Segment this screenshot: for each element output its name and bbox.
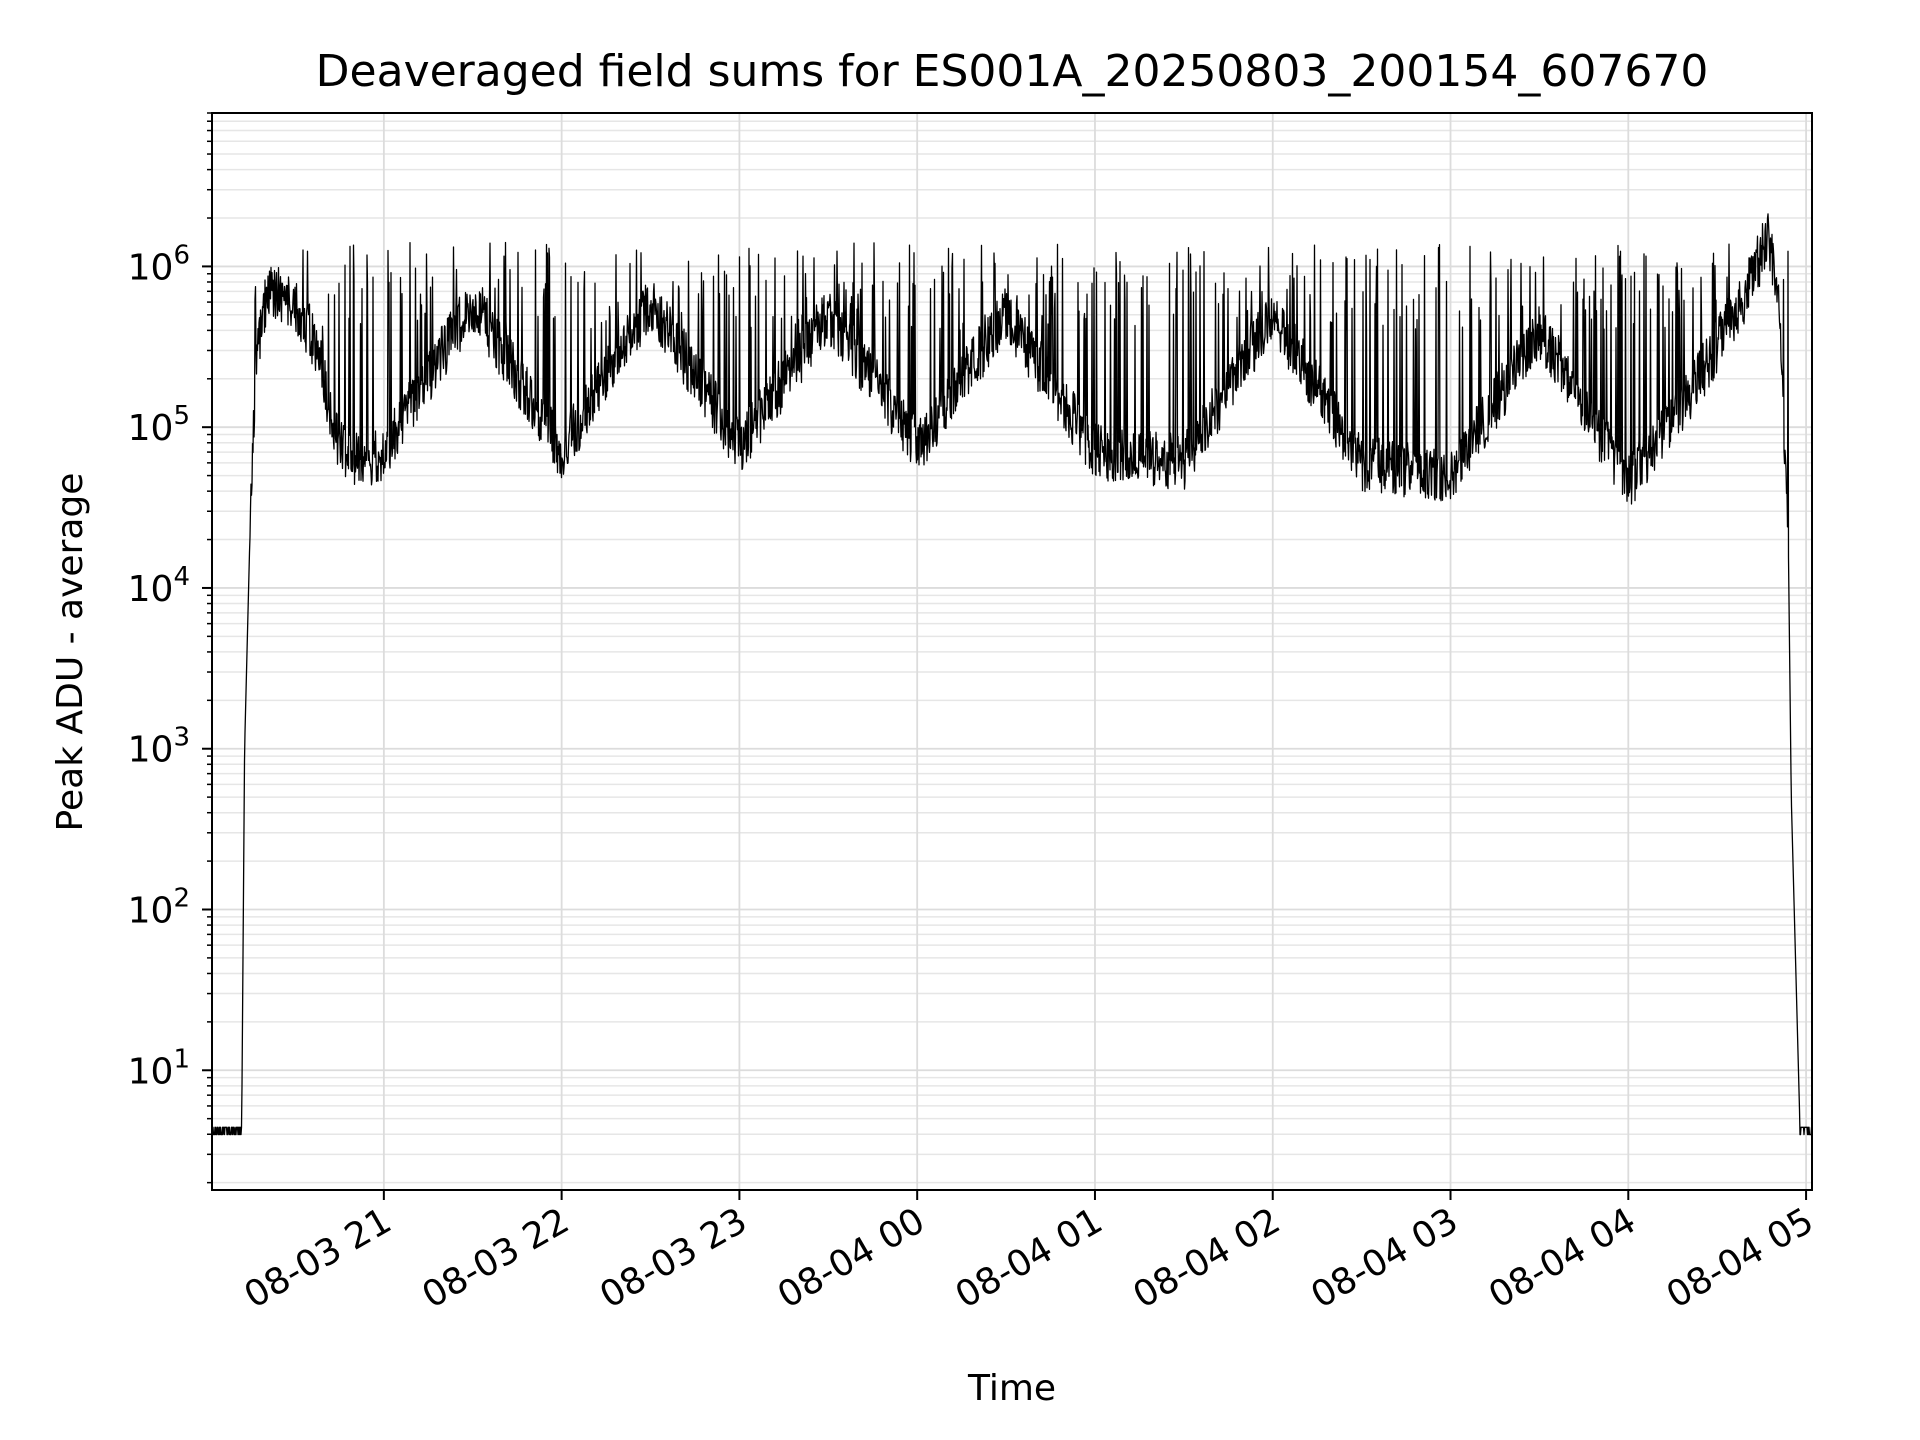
y-tick-label: 105 <box>128 401 190 449</box>
grid <box>212 112 1812 1190</box>
y-tick-label: 101 <box>128 1044 190 1092</box>
y-axis-label: Peak ADU - average <box>50 473 91 832</box>
series-line <box>211 213 1813 1136</box>
chart-title: Deaveraged field sums for ES001A_2025080… <box>316 46 1709 97</box>
y-tick-label: 103 <box>128 723 190 771</box>
y-tick-label: 106 <box>128 240 190 288</box>
y-tick-label: 104 <box>128 562 190 610</box>
y-tick-label: 102 <box>128 883 190 931</box>
x-axis-label: Time <box>967 1368 1056 1409</box>
